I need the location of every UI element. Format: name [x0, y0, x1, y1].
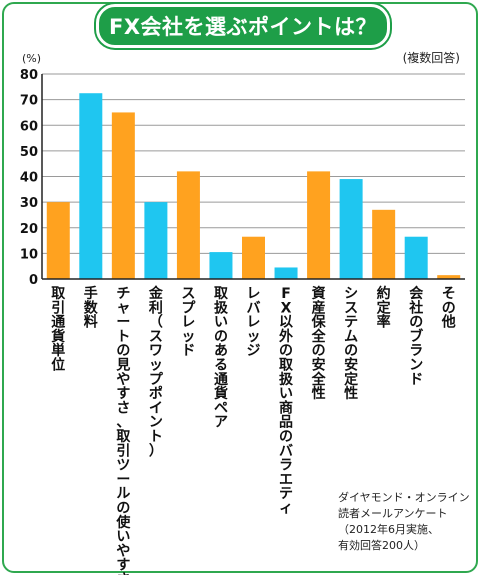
bar-11 [372, 209, 396, 279]
x-tick-label: その他 [441, 286, 456, 331]
x-tick-label: 取扱いのある通貨ペア [213, 286, 229, 431]
bar-5 [176, 171, 200, 279]
x-tick-label: レバレッジ [247, 286, 261, 359]
x-tick-label: スプレッド [181, 286, 196, 359]
x-tick-label: 約定率 [377, 285, 391, 331]
source-note: ダイヤモンド・オンライン 読者メールアンケート （2012年6月実施、 有効回答… [338, 490, 478, 554]
x-tick-label: 会社のブランド [408, 285, 424, 388]
y-axis-unit: (%) [22, 52, 41, 65]
chart-title: FX会社を選ぶポイントは？ [108, 15, 378, 39]
y-tick-label: 60 [20, 119, 38, 134]
source-note-line-4: 有効回答200人） [338, 539, 425, 552]
x-tick-label: 取引通貨単位 [50, 286, 66, 374]
y-tick-label: 10 [20, 247, 38, 262]
bars [46, 93, 461, 279]
bar-10 [339, 179, 363, 279]
title-banner: FX会社を選ぶポイントは？ [96, 4, 390, 48]
source-note-line-2: 読者メールアンケート [338, 507, 448, 520]
bar-4 [144, 202, 168, 279]
y-tick-label: 70 [20, 94, 38, 109]
x-tick-label: 資産保全の安全性 [311, 285, 327, 402]
source-note-line-3: （2012年6月実施、 [338, 523, 439, 536]
x-tick-label: システムの安定性 [344, 286, 358, 402]
y-tick-labels: 80 70 60 50 40 30 20 10 0 [20, 68, 38, 288]
bar-12 [404, 236, 428, 279]
y-tick-label: 0 [29, 273, 38, 288]
y-tick-label: 30 [20, 196, 38, 211]
y-tick-label: 20 [20, 222, 38, 237]
bar-7 [242, 236, 265, 279]
y-tick-label: 40 [20, 171, 38, 186]
multiple-answer-note: (複数回答) [403, 50, 460, 65]
source-note-line-1: ダイヤモンド・オンライン [338, 491, 470, 504]
bar-1 [46, 202, 70, 279]
bar-3 [111, 112, 135, 279]
x-tick-label: 金利（スワップポイント） [148, 285, 164, 459]
y-tick-label: 50 [20, 145, 38, 160]
x-tick-label: F X 以外の取扱い商品のバラエティ [279, 286, 294, 517]
y-tick-label: 80 [20, 68, 38, 83]
bar-13 [437, 275, 461, 279]
gridlines [42, 73, 465, 254]
bar-2 [79, 93, 103, 279]
x-tick-labels: 取引通貨単位 手数料 チャートの見やすさ、取引ツールの使いやすさ 金利（スワップポイン… [50, 285, 455, 575]
bar-8 [274, 267, 298, 279]
x-tick-label: 手数料 [84, 285, 99, 331]
x-tick-label: チャートの見やすさ、取引ツールの使いやすさ [115, 286, 131, 575]
bar-6 [209, 252, 233, 279]
bar-9 [307, 171, 331, 279]
